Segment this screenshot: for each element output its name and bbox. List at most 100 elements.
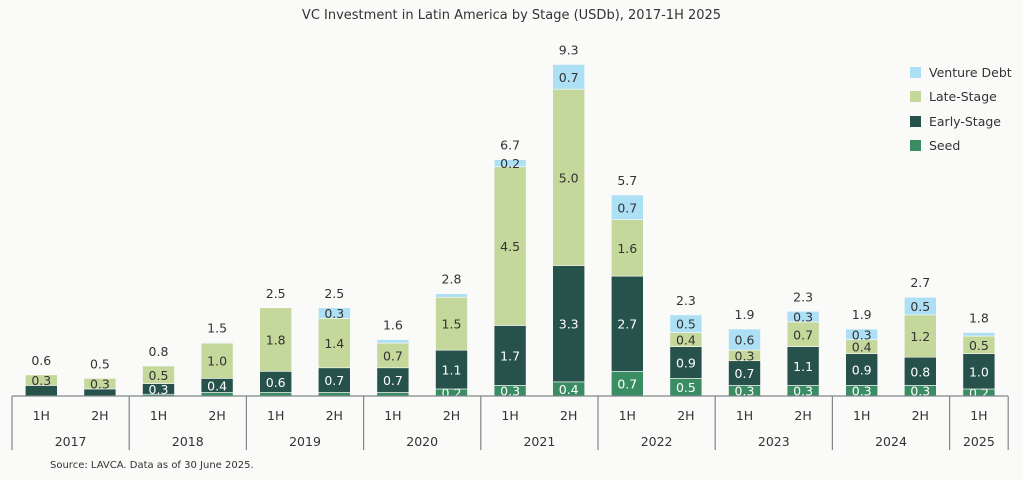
x-group-label: 2020 (406, 434, 438, 449)
bar-segment-early-stage (786, 346, 820, 386)
bar-segment-early-stage (493, 325, 527, 386)
total-label: 1.8 (969, 311, 989, 326)
data-label: 1.0 (207, 354, 227, 369)
x-group-label: 2017 (55, 434, 87, 449)
data-label: 0.7 (383, 348, 403, 363)
x-group-label: 2024 (875, 434, 907, 449)
bar-segment-late-stage (317, 318, 351, 369)
source-note: Source: LAVCA. Data as of 30 June 2025. (50, 460, 254, 471)
bar-segment-early-stage (435, 349, 468, 390)
total-label: 2.7 (910, 275, 930, 290)
bar-segment-early-stage (669, 346, 703, 379)
bar-segment-early-stage (317, 367, 351, 393)
x-tick-label: 2H (912, 408, 929, 423)
bar-segment-venture-debt (845, 328, 879, 340)
bar-segment-early-stage (845, 353, 879, 386)
data-label: 0.3 (735, 348, 755, 363)
legend-swatch (910, 66, 921, 78)
x-tick-label: 1H (150, 408, 167, 423)
data-label: 1.1 (442, 363, 462, 378)
legend-item: Venture Debt (910, 60, 1012, 85)
x-tick-label: 2H (326, 408, 343, 423)
bar-segment-venture-debt (610, 194, 644, 220)
total-label: 1.6 (383, 318, 403, 333)
total-label: 1.9 (852, 307, 872, 322)
data-label: 0.5 (910, 299, 930, 314)
legend-swatch (910, 140, 921, 152)
bar-segment-late-stage (259, 307, 293, 372)
total-label: 0.8 (149, 344, 169, 359)
x-tick-label: 1H (619, 408, 636, 423)
bar-segment-venture-debt (317, 307, 351, 319)
legend-label: Seed (929, 138, 961, 154)
data-label: 0.5 (676, 380, 696, 395)
legend-item: Late-Stage (910, 85, 1012, 110)
bar-segment-early-stage (903, 356, 937, 386)
bar-segment-venture-debt (669, 314, 703, 333)
data-label: 0.3 (31, 373, 51, 388)
bar-segment-late-stage (142, 365, 175, 384)
total-label: 2.3 (793, 289, 813, 304)
x-tick-label: 2H (794, 408, 811, 423)
bar-segment-late-stage (786, 321, 820, 347)
data-label: 5.0 (559, 170, 579, 185)
bar-segment-late-stage (83, 378, 117, 390)
total-label: 1.9 (735, 307, 755, 322)
x-tick-label: 1H (267, 408, 284, 423)
data-label: 0.7 (324, 373, 344, 388)
total-label: 0.6 (31, 353, 51, 368)
total-label: 2.5 (266, 286, 286, 301)
total-label: 5.7 (617, 173, 637, 188)
bar-segment-late-stage (903, 314, 937, 358)
x-group-label: 2019 (289, 434, 321, 449)
data-label: 0.4 (676, 333, 696, 348)
legend-item: Seed (910, 134, 1012, 159)
data-label: 0.9 (676, 355, 696, 370)
data-label: 0.9 (852, 363, 872, 378)
bar-segment-late-stage (493, 166, 527, 326)
data-label: 0.7 (383, 373, 403, 388)
bar-segment-venture-debt (552, 64, 586, 90)
bar-segment-late-stage (24, 374, 58, 386)
data-label: 0.2 (500, 156, 520, 171)
legend-label: Late-Stage (929, 89, 997, 105)
x-tick-label: 1H (501, 408, 518, 423)
data-label: 0.6 (266, 375, 286, 390)
bar-segment-venture-debt (200, 342, 234, 344)
x-tick-label: 1H (970, 408, 987, 423)
data-label: 0.3 (852, 327, 872, 342)
bar-segment-venture-debt (962, 332, 996, 337)
data-label: 0.3 (735, 384, 755, 399)
legend-swatch (910, 91, 921, 103)
data-label: 0.5 (969, 338, 989, 353)
x-group-label: 2025 (963, 434, 995, 449)
total-label: 1.5 (207, 320, 227, 335)
x-tick-label: 1H (33, 408, 50, 423)
bar-segment-late-stage (376, 342, 410, 369)
x-tick-label: 1H (384, 408, 401, 423)
x-group-label: 2018 (172, 434, 204, 449)
data-label: 1.2 (910, 329, 930, 344)
total-label: 6.7 (500, 138, 520, 153)
total-label: 9.3 (559, 42, 579, 57)
data-label: 0.7 (617, 200, 637, 215)
legend: Venture Debt Late-Stage Early-Stage Seed (910, 60, 1012, 158)
data-label: 4.5 (500, 239, 520, 254)
data-label: 0.7 (559, 70, 579, 85)
bar-segment-venture-debt (376, 339, 410, 344)
bar-segment-venture-debt (903, 296, 937, 316)
bar-segment-early-stage (728, 360, 761, 386)
x-group-label: 2023 (758, 434, 790, 449)
data-label: 3.3 (559, 317, 579, 332)
x-group-label: 2021 (523, 434, 555, 449)
legend-swatch (910, 115, 921, 127)
data-label: 1.4 (324, 336, 344, 351)
x-tick-label: 2H (91, 408, 108, 423)
data-label: 0.3 (90, 377, 110, 392)
x-tick-label: 1H (853, 408, 870, 423)
data-label: 0.3 (793, 310, 813, 325)
x-tick-label: 2H (208, 408, 225, 423)
data-label: 0.3 (793, 384, 813, 399)
